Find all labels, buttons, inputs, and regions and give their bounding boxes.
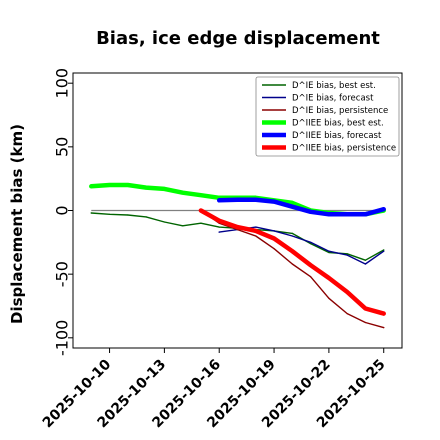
data-point xyxy=(218,220,220,222)
chart-title: Bias, ice edge displacement xyxy=(96,28,380,49)
data-point xyxy=(346,254,348,256)
data-point xyxy=(218,199,220,201)
data-point xyxy=(346,253,348,255)
data-point xyxy=(273,237,275,240)
data-point xyxy=(310,211,312,213)
data-point xyxy=(218,226,220,228)
data-point xyxy=(310,276,312,278)
data-point xyxy=(383,327,385,329)
data-point xyxy=(273,248,275,250)
legend: D^IE bias, best est. D^IE bias, forecast D… xyxy=(255,76,400,157)
data-point xyxy=(200,209,202,212)
data-point xyxy=(364,213,366,215)
legend-label: D^IIEE bias, forecast xyxy=(292,131,382,141)
data-point xyxy=(127,184,129,186)
data-point xyxy=(255,230,257,232)
plot-frame xyxy=(72,72,403,349)
data-point xyxy=(291,235,293,237)
data-point xyxy=(273,230,275,232)
data-point xyxy=(383,208,385,210)
data-point xyxy=(255,235,257,237)
legend-label: D^IIEE bias, best est. xyxy=(292,119,384,129)
data-point xyxy=(236,226,239,228)
y-tick-label: -100 xyxy=(53,320,72,356)
data-point xyxy=(255,226,257,228)
data-point xyxy=(236,199,239,201)
data-point xyxy=(291,202,293,204)
data-point xyxy=(291,206,293,208)
data-point xyxy=(291,263,293,265)
data-point xyxy=(109,184,111,186)
y-axis-label: Displacement bias (km) xyxy=(8,124,26,324)
data-point xyxy=(182,225,184,227)
data-point xyxy=(291,232,293,234)
data-point xyxy=(163,188,165,190)
legend-box xyxy=(255,76,400,157)
data-point xyxy=(364,263,366,265)
data-point xyxy=(145,187,147,189)
data-point xyxy=(383,313,385,315)
y-tick-label: 100 xyxy=(53,68,72,99)
data-point xyxy=(291,250,293,252)
data-point xyxy=(182,192,184,194)
legend-label: D^IE bias, forecast xyxy=(292,94,374,104)
data-point xyxy=(364,259,366,261)
data-point xyxy=(383,249,385,251)
series-line xyxy=(216,197,386,217)
series-6 xyxy=(198,208,386,316)
data-point xyxy=(328,250,330,252)
data-point xyxy=(383,250,385,252)
data-point xyxy=(364,307,366,310)
y-tick-label: -50 xyxy=(53,261,72,287)
data-point xyxy=(273,201,275,203)
legend-label: D^IE bias, persistence xyxy=(292,106,388,116)
series-5 xyxy=(216,197,386,217)
data-point xyxy=(364,321,366,324)
y-tick-label: 0 xyxy=(53,205,72,215)
data-point xyxy=(127,214,129,216)
data-point xyxy=(346,213,348,215)
data-point xyxy=(310,264,312,266)
data-point xyxy=(90,185,92,187)
data-point xyxy=(310,241,312,243)
data-point xyxy=(163,221,165,223)
data-point xyxy=(310,243,312,245)
data-point xyxy=(328,297,330,299)
series-layer xyxy=(89,182,386,329)
data-point xyxy=(200,194,202,196)
data-point xyxy=(328,277,330,279)
data-point xyxy=(90,212,92,214)
data-point xyxy=(109,213,111,215)
data-point xyxy=(255,199,257,201)
data-point xyxy=(328,251,330,254)
data-point xyxy=(328,213,330,215)
data-point xyxy=(200,222,202,224)
data-point xyxy=(346,313,348,315)
data-point xyxy=(346,291,348,293)
data-point xyxy=(218,231,220,233)
legend-label: D^IE bias, best est. xyxy=(292,81,376,91)
legend-label: D^IIEE bias, persistence xyxy=(292,144,396,154)
y-tick-label: 50 xyxy=(53,137,72,157)
series-line xyxy=(198,208,386,316)
data-point xyxy=(145,216,147,218)
